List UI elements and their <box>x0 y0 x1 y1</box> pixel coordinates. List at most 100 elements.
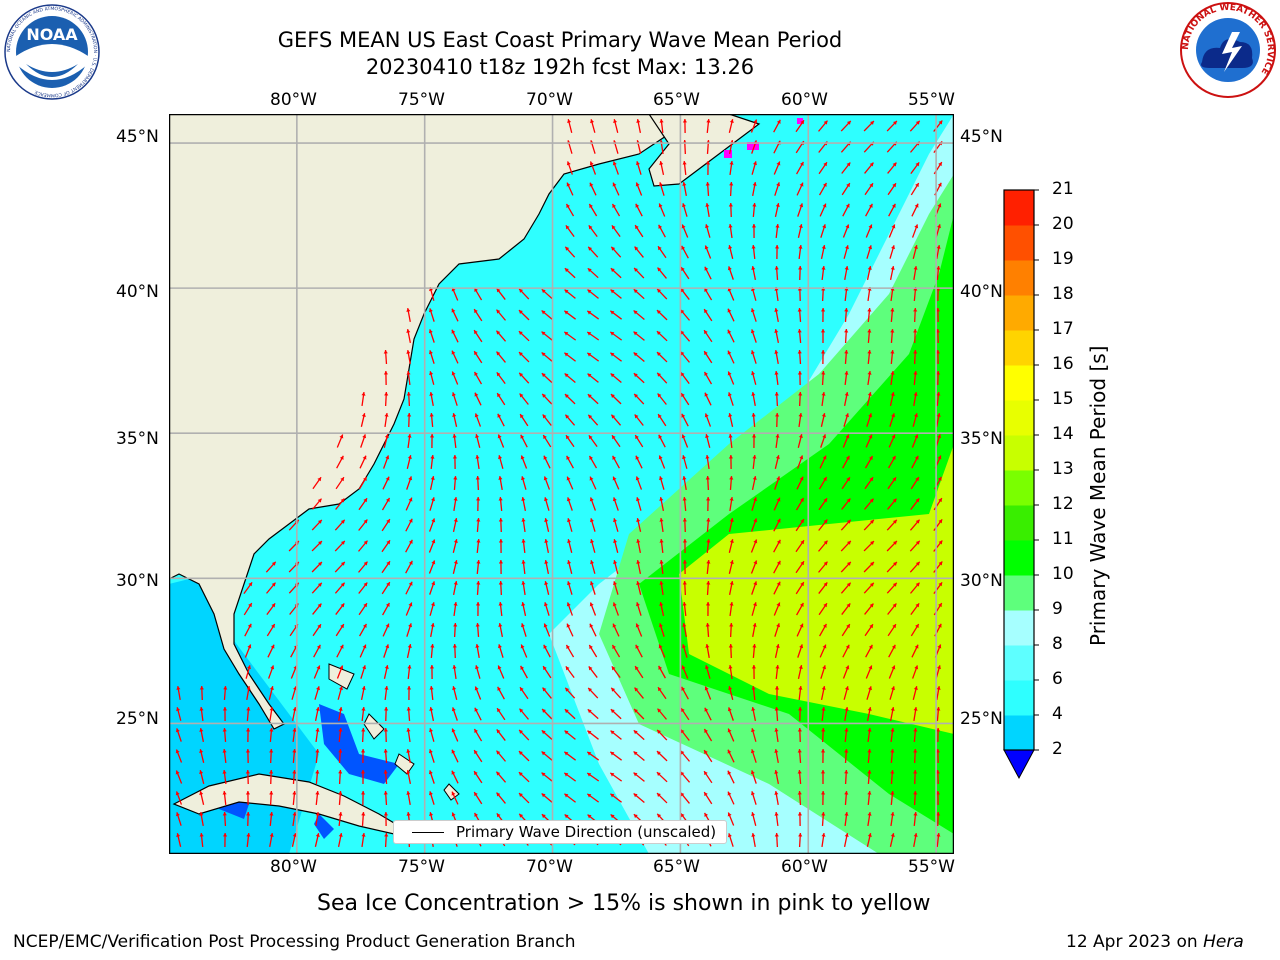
wave-arrow <box>798 832 803 848</box>
wave-arrow <box>586 772 600 782</box>
wave-arrow <box>544 581 550 595</box>
wave-arrow <box>635 455 643 469</box>
wave-arrow <box>656 792 668 804</box>
wave-arrow <box>338 727 343 743</box>
wave-arrow <box>819 644 827 658</box>
wave-arrow <box>587 289 599 299</box>
wave-arrow <box>705 434 711 448</box>
wave-arrow <box>727 770 735 784</box>
wave-arrow <box>703 749 713 763</box>
wave-arrow <box>841 476 851 490</box>
wave-arrow <box>541 288 553 300</box>
wave-arrow <box>473 371 483 385</box>
wave-arrow <box>406 727 411 743</box>
wave-arrow <box>452 560 458 574</box>
wave-arrow <box>820 665 827 679</box>
wave-arrow <box>587 393 599 405</box>
wave-arrow <box>452 664 457 680</box>
wave-arrow <box>796 602 804 616</box>
lat-label-right-40n: 40°N <box>960 282 1003 302</box>
wave-arrow <box>586 751 600 761</box>
wave-arrow <box>609 331 623 341</box>
wave-arrow <box>588 434 598 448</box>
wave-arrow <box>360 769 366 785</box>
colorbar-segment <box>1004 260 1034 296</box>
wave-arrow <box>498 475 503 491</box>
wave-arrow <box>476 517 481 533</box>
wave-arrow <box>566 497 573 511</box>
wave-arrow <box>222 811 227 827</box>
wave-arrow <box>659 580 664 596</box>
wave-arrow <box>774 308 779 322</box>
colorbar-tick-label: 11 <box>1052 529 1074 549</box>
wave-arrow <box>175 728 182 742</box>
wave-arrow <box>633 772 645 782</box>
wave-arrow <box>729 496 734 512</box>
wave-arrow <box>682 538 688 554</box>
wave-arrow <box>819 455 827 469</box>
wave-arrow <box>518 309 530 321</box>
wave-arrow <box>820 328 826 344</box>
wave-arrow <box>222 832 228 848</box>
wave-arrow <box>844 811 849 827</box>
wave-arrow <box>727 707 734 721</box>
wave-arrow <box>473 287 483 301</box>
wave-arrow <box>752 202 757 218</box>
lon-label-top-60w: 60°W <box>781 90 828 110</box>
wave-arrow <box>682 559 687 575</box>
colorbar-tick-label: 9 <box>1052 599 1063 619</box>
wave-arrow <box>428 329 435 343</box>
wave-arrow <box>635 182 643 196</box>
wave-arrow <box>821 727 826 743</box>
wave-arrow <box>820 686 826 700</box>
wave-arrow <box>613 560 619 574</box>
wave-arrow <box>797 644 804 658</box>
wave-arrow <box>291 686 297 700</box>
wave-arrow <box>886 582 898 594</box>
wave-arrow <box>564 267 576 279</box>
wave-arrow <box>541 751 553 761</box>
wave-arrow <box>913 748 918 764</box>
wave-arrow <box>752 182 757 196</box>
wave-arrow <box>292 790 297 806</box>
wave-arrow <box>566 602 573 616</box>
wave-arrow <box>909 561 921 573</box>
wave-arrow <box>634 665 644 679</box>
wave-arrow <box>750 350 757 364</box>
wave-arrow <box>727 371 735 385</box>
wave-arrow <box>682 118 688 134</box>
wave-arrow <box>774 811 779 827</box>
wave-arrow <box>313 665 321 679</box>
wave-arrow <box>498 538 504 554</box>
wave-arrow <box>727 266 734 280</box>
wave-arrow <box>751 518 758 532</box>
wave-arrow <box>589 182 597 196</box>
wave-arrow <box>681 434 689 448</box>
wave-arrow <box>751 664 757 680</box>
wave-arrow <box>567 581 573 595</box>
wave-arrow <box>361 790 366 806</box>
wave-arrow <box>383 769 388 785</box>
wave-arrow <box>199 832 204 848</box>
wave-arrow <box>406 770 412 784</box>
wave-arrow <box>311 498 323 510</box>
wave-arrow <box>519 708 529 720</box>
wave-arrow <box>199 791 205 805</box>
wave-arrow <box>315 727 320 743</box>
wave-arrow <box>452 643 457 659</box>
wave-arrow <box>656 729 668 741</box>
wave-arrow <box>315 790 320 806</box>
wave-arrow <box>498 601 503 617</box>
wave-arrow <box>383 748 388 764</box>
wave-arrow <box>703 728 713 742</box>
wave-arrow <box>244 623 252 637</box>
wave-arrow <box>750 749 757 763</box>
colorbar-segment <box>1004 540 1034 576</box>
wave-arrow <box>634 414 644 426</box>
wave-arrow <box>867 769 872 785</box>
wave-arrow <box>658 203 666 217</box>
wave-arrow <box>521 580 526 596</box>
wave-arrow <box>705 224 711 238</box>
wave-arrow <box>680 266 690 280</box>
wave-arrow <box>795 539 805 553</box>
